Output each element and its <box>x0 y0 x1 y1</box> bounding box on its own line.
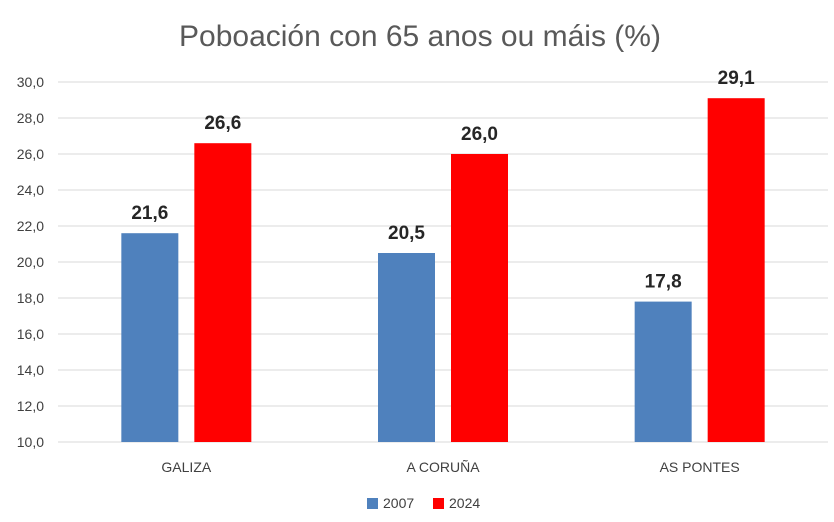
y-tick-label: 22,0 <box>17 218 44 234</box>
data-label: 17,8 <box>645 272 682 293</box>
data-label: 26,6 <box>204 113 241 134</box>
legend-label: 2024 <box>449 495 480 511</box>
y-tick-label: 20,0 <box>17 254 44 270</box>
legend-swatch-2024 <box>433 498 444 509</box>
y-tick-label: 12,0 <box>17 398 44 414</box>
x-category-label: AS PONTES <box>660 459 740 475</box>
x-category-label: GALIZA <box>161 459 211 475</box>
y-tick-label: 30,0 <box>17 74 44 90</box>
chart-title: Poboación con 65 anos ou máis (%) <box>179 20 661 53</box>
bar-2024-as-pontes <box>707 98 765 442</box>
bar-2007-as-pontes <box>634 301 692 442</box>
y-tick-label: 16,0 <box>17 326 44 342</box>
bar-2007-galiza <box>121 233 179 442</box>
y-axis: 10,0 12,0 14,0 16,0 18,0 20,0 22,0 24,0 26,0 28,0… <box>17 74 44 450</box>
legend: 2007 2024 <box>367 495 480 511</box>
data-label: 20,5 <box>388 223 425 244</box>
y-tick-label: 18,0 <box>17 290 44 306</box>
legend-label: 2007 <box>383 495 414 511</box>
bar-2024-a-coruña <box>451 154 508 442</box>
x-category-label: A CORUÑA <box>406 459 480 475</box>
y-tick-label: 26,0 <box>17 146 44 162</box>
data-labels: 21,6 26,6 20,5 26,0 17,8 29,1 <box>131 68 755 292</box>
bar-2024-galiza <box>194 143 252 442</box>
y-tick-label: 10,0 <box>17 434 44 450</box>
data-label: 26,0 <box>461 124 498 145</box>
bar-2007-a-coruña <box>378 253 435 442</box>
data-label: 21,6 <box>131 203 168 224</box>
y-tick-label: 14,0 <box>17 362 44 378</box>
legend-swatch-2007 <box>367 498 378 509</box>
y-tick-label: 28,0 <box>17 110 44 126</box>
gridlines <box>58 81 828 443</box>
bars <box>121 98 765 442</box>
data-label: 29,1 <box>718 68 755 89</box>
y-tick-label: 24,0 <box>17 182 44 198</box>
x-axis: GALIZA A CORUÑA AS PONTES <box>161 459 739 475</box>
